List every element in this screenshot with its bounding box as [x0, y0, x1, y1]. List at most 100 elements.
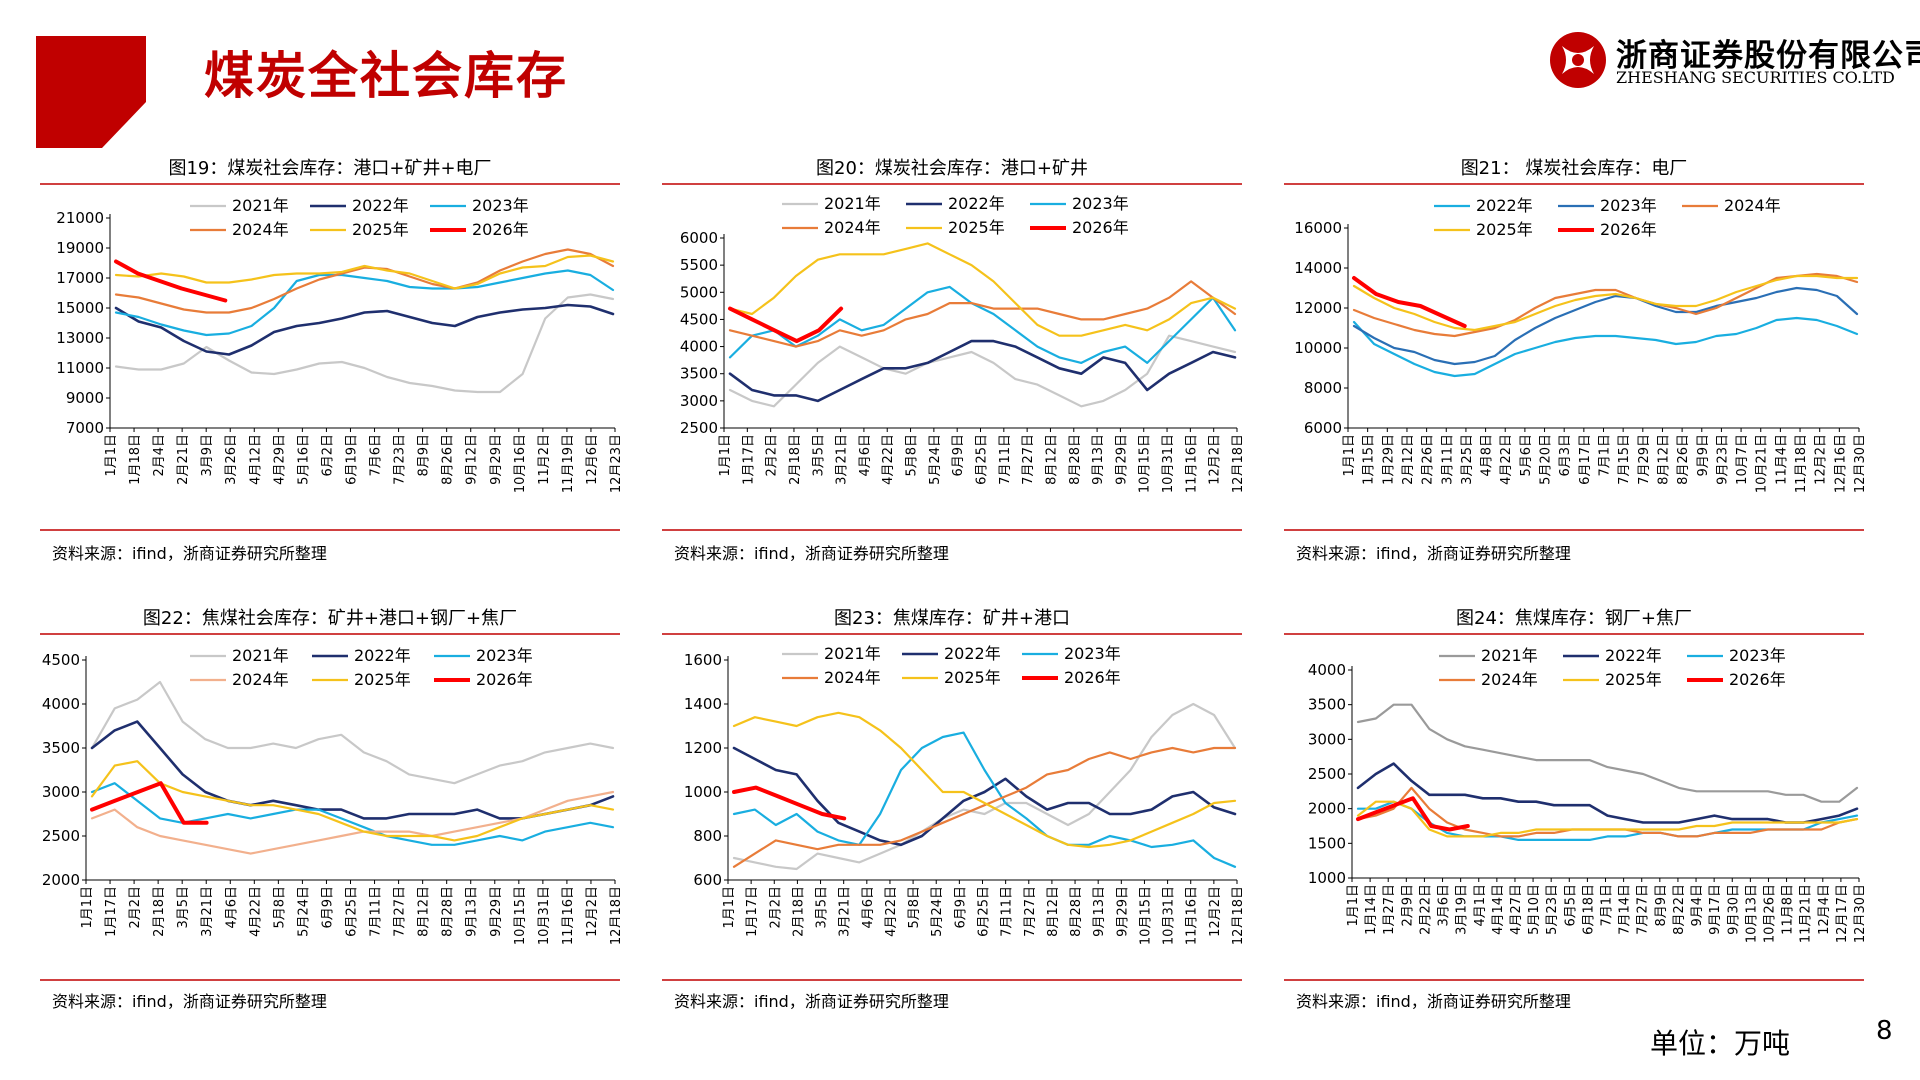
y-tick-label: 2500	[42, 827, 80, 845]
x-tick-label: 1月1日	[1342, 434, 1357, 477]
x-tick-label: 8月9日	[417, 434, 432, 477]
x-tick-label: 2月18日	[788, 434, 803, 485]
x-tick-label: 3月5日	[176, 886, 191, 929]
x-tick-label: 7月29日	[1637, 434, 1652, 485]
x-tick-label: 4月22日	[881, 434, 896, 485]
x-tick-label: 5月8日	[272, 886, 287, 929]
company-name-en: ZHESHANG SECURITIES CO.LTD	[1616, 68, 1895, 87]
x-tick-label: 7月1日	[1598, 434, 1613, 477]
x-tick-label: 4月6日	[861, 886, 876, 929]
y-tick-label: 15000	[56, 299, 104, 317]
y-tick-label: 3000	[1308, 730, 1346, 748]
x-tick-label: 12月17日	[1835, 884, 1850, 943]
y-tick-label: 11000	[56, 359, 104, 377]
y-tick-label: 600	[693, 871, 722, 889]
y-tick-label: 1600	[684, 651, 722, 669]
x-tick-label: 7月23日	[393, 434, 408, 485]
y-tick-label: 800	[693, 827, 722, 845]
x-tick-label: 12月18日	[609, 886, 620, 945]
y-tick-label: 13000	[56, 329, 104, 347]
x-tick-label: 9月13日	[1091, 434, 1106, 485]
chart-title: 图20：煤炭社会库存：港口+矿井	[816, 158, 1088, 179]
legend-label: 2025年	[354, 670, 411, 689]
x-tick-label: 6月18日	[1581, 884, 1596, 935]
series-line-2024年	[1352, 272, 1859, 338]
chart-source: 资料来源：ifind，浙商证券研究所整理	[1296, 544, 1571, 563]
chart-source: 资料来源：ifind，浙商证券研究所整理	[674, 992, 949, 1011]
legend-label: 2022年	[944, 644, 1001, 663]
x-tick-label: 4月22日	[248, 886, 263, 937]
x-tick-label: 9月12日	[465, 434, 480, 485]
x-tick-label: 2月2日	[768, 886, 783, 929]
x-tick-label: 3月9日	[200, 434, 215, 477]
x-tick-label: 3月21日	[200, 886, 215, 937]
x-tick-label: 10月16日	[513, 434, 528, 493]
x-tick-label: 10月31日	[1161, 434, 1176, 493]
x-tick-label: 1月17日	[104, 886, 119, 937]
legend-label: 2021年	[232, 196, 289, 215]
x-tick-label: 5月24日	[928, 434, 943, 485]
legend-label: 2024年	[232, 220, 289, 239]
x-tick-label: 1月15日	[1362, 434, 1377, 485]
chart-source: 资料来源：ifind，浙商证券研究所整理	[52, 992, 327, 1011]
x-tick-label: 5月8日	[907, 886, 922, 929]
x-tick-label: 12月2日	[1208, 886, 1223, 937]
series-line-2022年	[114, 303, 615, 356]
series-line-2022年	[728, 339, 1237, 403]
x-tick-label: 2月26日	[1421, 434, 1436, 485]
x-tick-label: 9月4日	[1690, 884, 1705, 927]
x-tick-label: 6月9日	[951, 434, 966, 477]
x-tick-label: 6月19日	[344, 434, 359, 485]
x-tick-label: 6月25日	[975, 434, 990, 485]
chart-fig19: 图19：煤炭社会库存：港口+矿井+电厂 7000 9000 11000 13000 15…	[40, 148, 620, 568]
y-tick-label: 2000	[1308, 800, 1346, 818]
x-tick-label: 4月22日	[1499, 434, 1514, 485]
x-tick-label: 1月1日	[722, 886, 737, 929]
legend-label: 2025年	[1476, 220, 1533, 239]
series-line-2023年	[90, 782, 615, 846]
x-tick-label: 10月15日	[1138, 886, 1153, 945]
y-tick-label: 1000	[1308, 869, 1346, 887]
series-line-2025年	[114, 254, 615, 290]
company-name-cn: 浙商证券股份有限公司	[1616, 38, 1920, 74]
x-tick-label: 8月9日	[1654, 884, 1669, 927]
series-line-2021年	[90, 680, 615, 785]
x-tick-label: 3月21日	[835, 434, 850, 485]
x-tick-label: 8月28日	[441, 886, 456, 937]
x-tick-label: 11月2日	[537, 434, 552, 485]
x-tick-label: 10月21日	[1755, 434, 1770, 493]
x-tick-label: 4月29日	[272, 434, 287, 485]
x-tick-label: 12月2日	[1208, 434, 1223, 485]
y-tick-label: 1400	[684, 695, 722, 713]
x-tick-label: 4月6日	[224, 886, 239, 929]
series-line-2026年	[728, 306, 844, 344]
x-tick-label: 1月17日	[741, 434, 756, 485]
x-tick-label: 9月13日	[465, 886, 480, 937]
series-line-2025年	[728, 242, 1237, 337]
y-tick-label: 3500	[1308, 696, 1346, 714]
x-tick-label: 2月18日	[791, 886, 806, 937]
x-tick-label: 11月19日	[561, 434, 576, 493]
chart-fig23: 图23：焦煤库存：矿井+港口 600 800 1000 1200 1400 1600 1月1…	[662, 598, 1242, 1018]
x-tick-label: 4月8日	[1480, 434, 1495, 477]
header-decoration	[36, 36, 146, 148]
x-tick-label: 3月26日	[224, 434, 239, 485]
x-tick-label: 11月16日	[1184, 434, 1199, 493]
x-tick-label: 12月6日	[585, 434, 600, 485]
series-line-2021年	[114, 293, 615, 394]
x-tick-label: 7月11日	[1000, 886, 1015, 937]
chart-fig24-svg: 1000 1500 2000 2500 3000 3500 4000 1月1日 1月14日 1月2…	[1284, 633, 1864, 981]
chart-title: 图24：焦煤库存：钢厂+焦厂	[1456, 608, 1692, 629]
chart-title: 图19：煤炭社会库存：港口+矿井+电厂	[168, 158, 492, 179]
x-tick-label: 9月9日	[1696, 434, 1711, 477]
x-tick-label: 3月25日	[1460, 434, 1475, 485]
legend-label: 2023年	[1600, 196, 1657, 215]
x-tick-label: 3月19日	[1455, 884, 1470, 935]
x-tick-label: 1月1日	[718, 434, 733, 477]
x-tick-label: 9月29日	[489, 434, 504, 485]
legend-label: 2021年	[824, 194, 881, 213]
chart-source: 资料来源：ifind，浙商证券研究所整理	[674, 544, 949, 563]
y-tick-label: 5000	[680, 283, 718, 301]
legend-label: 2024年	[1481, 670, 1538, 689]
legend-label: 2025年	[948, 218, 1005, 237]
